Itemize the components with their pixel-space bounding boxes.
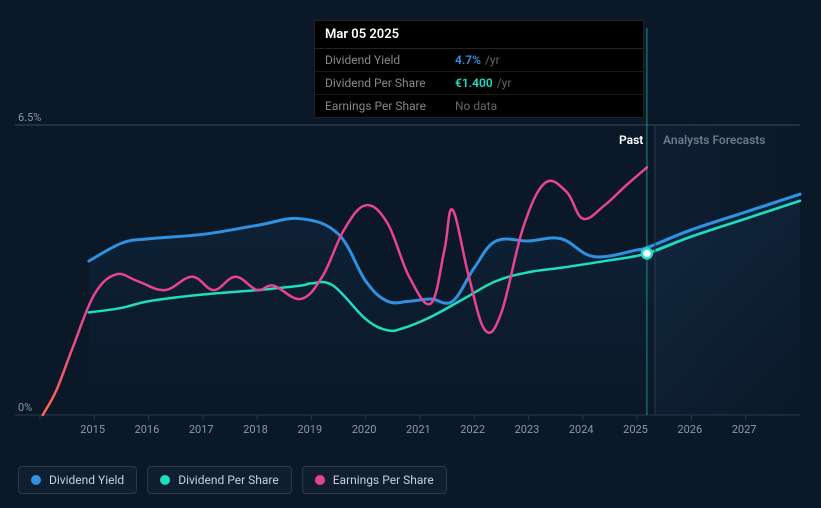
x-tick-label: 2019 (297, 423, 322, 436)
tooltip-row: Dividend Per Share€1.400/yr (315, 72, 643, 95)
x-tick-label: 2027 (732, 423, 757, 436)
legend-swatch (31, 475, 41, 485)
legend-swatch (160, 475, 170, 485)
y-tick-label: 0% (18, 401, 32, 414)
x-tick-label: 2017 (189, 423, 214, 436)
tooltip-row-value: 4.7% (455, 53, 481, 67)
legend-item-dividend_yield[interactable]: Dividend Yield (18, 466, 137, 494)
tooltip-row-unit: /yr (485, 53, 500, 67)
tooltip-row: Earnings Per ShareNo data (315, 95, 643, 117)
past-label: Past (619, 133, 643, 147)
x-tick-label: 2015 (80, 423, 105, 436)
x-tick-label: 2023 (515, 423, 540, 436)
x-tick-label: 2016 (135, 423, 160, 436)
tooltip-row-label: Dividend Yield (325, 53, 455, 67)
dividend-chart: 6.5% 0% 2015 2016 2017 2018 2019 2020 2021 2022 2… (0, 0, 821, 508)
forecast-label: Analysts Forecasts (663, 133, 765, 147)
tooltip-date: Mar 05 2025 (315, 21, 643, 49)
legend-item-dividend_per_share[interactable]: Dividend Per Share (147, 466, 292, 494)
chart-tooltip: Mar 05 2025 Dividend Yield4.7%/yrDividen… (314, 20, 644, 118)
legend-item-label: Dividend Per Share (178, 473, 279, 487)
legend-item-label: Dividend Yield (49, 473, 124, 487)
tooltip-row-label: Dividend Per Share (325, 76, 455, 90)
tooltip-row: Dividend Yield4.7% /yr (315, 49, 643, 72)
tooltip-nodata: No data (455, 99, 497, 113)
y-tick-label: 6.5% (18, 111, 41, 124)
x-tick-label: 2024 (569, 423, 594, 436)
x-tick-label: 2018 (243, 423, 268, 436)
tooltip-row-value: €1.400 (455, 76, 493, 90)
legend-item-label: Earnings Per Share (333, 473, 434, 487)
legend-item-earnings_per_share[interactable]: Earnings Per Share (302, 466, 447, 494)
tooltip-row-unit: /yr (497, 76, 512, 90)
x-tick-label: 2025 (623, 423, 648, 436)
x-tick-label: 2022 (460, 423, 485, 436)
x-tick-label: 2020 (352, 423, 377, 436)
chart-legend: Dividend Yield Dividend Per Share Earnings… (18, 466, 447, 494)
x-tick-label: 2026 (677, 423, 702, 436)
legend-swatch (315, 475, 325, 485)
tooltip-row-label: Earnings Per Share (325, 99, 455, 113)
x-tick-label: 2021 (406, 423, 431, 436)
